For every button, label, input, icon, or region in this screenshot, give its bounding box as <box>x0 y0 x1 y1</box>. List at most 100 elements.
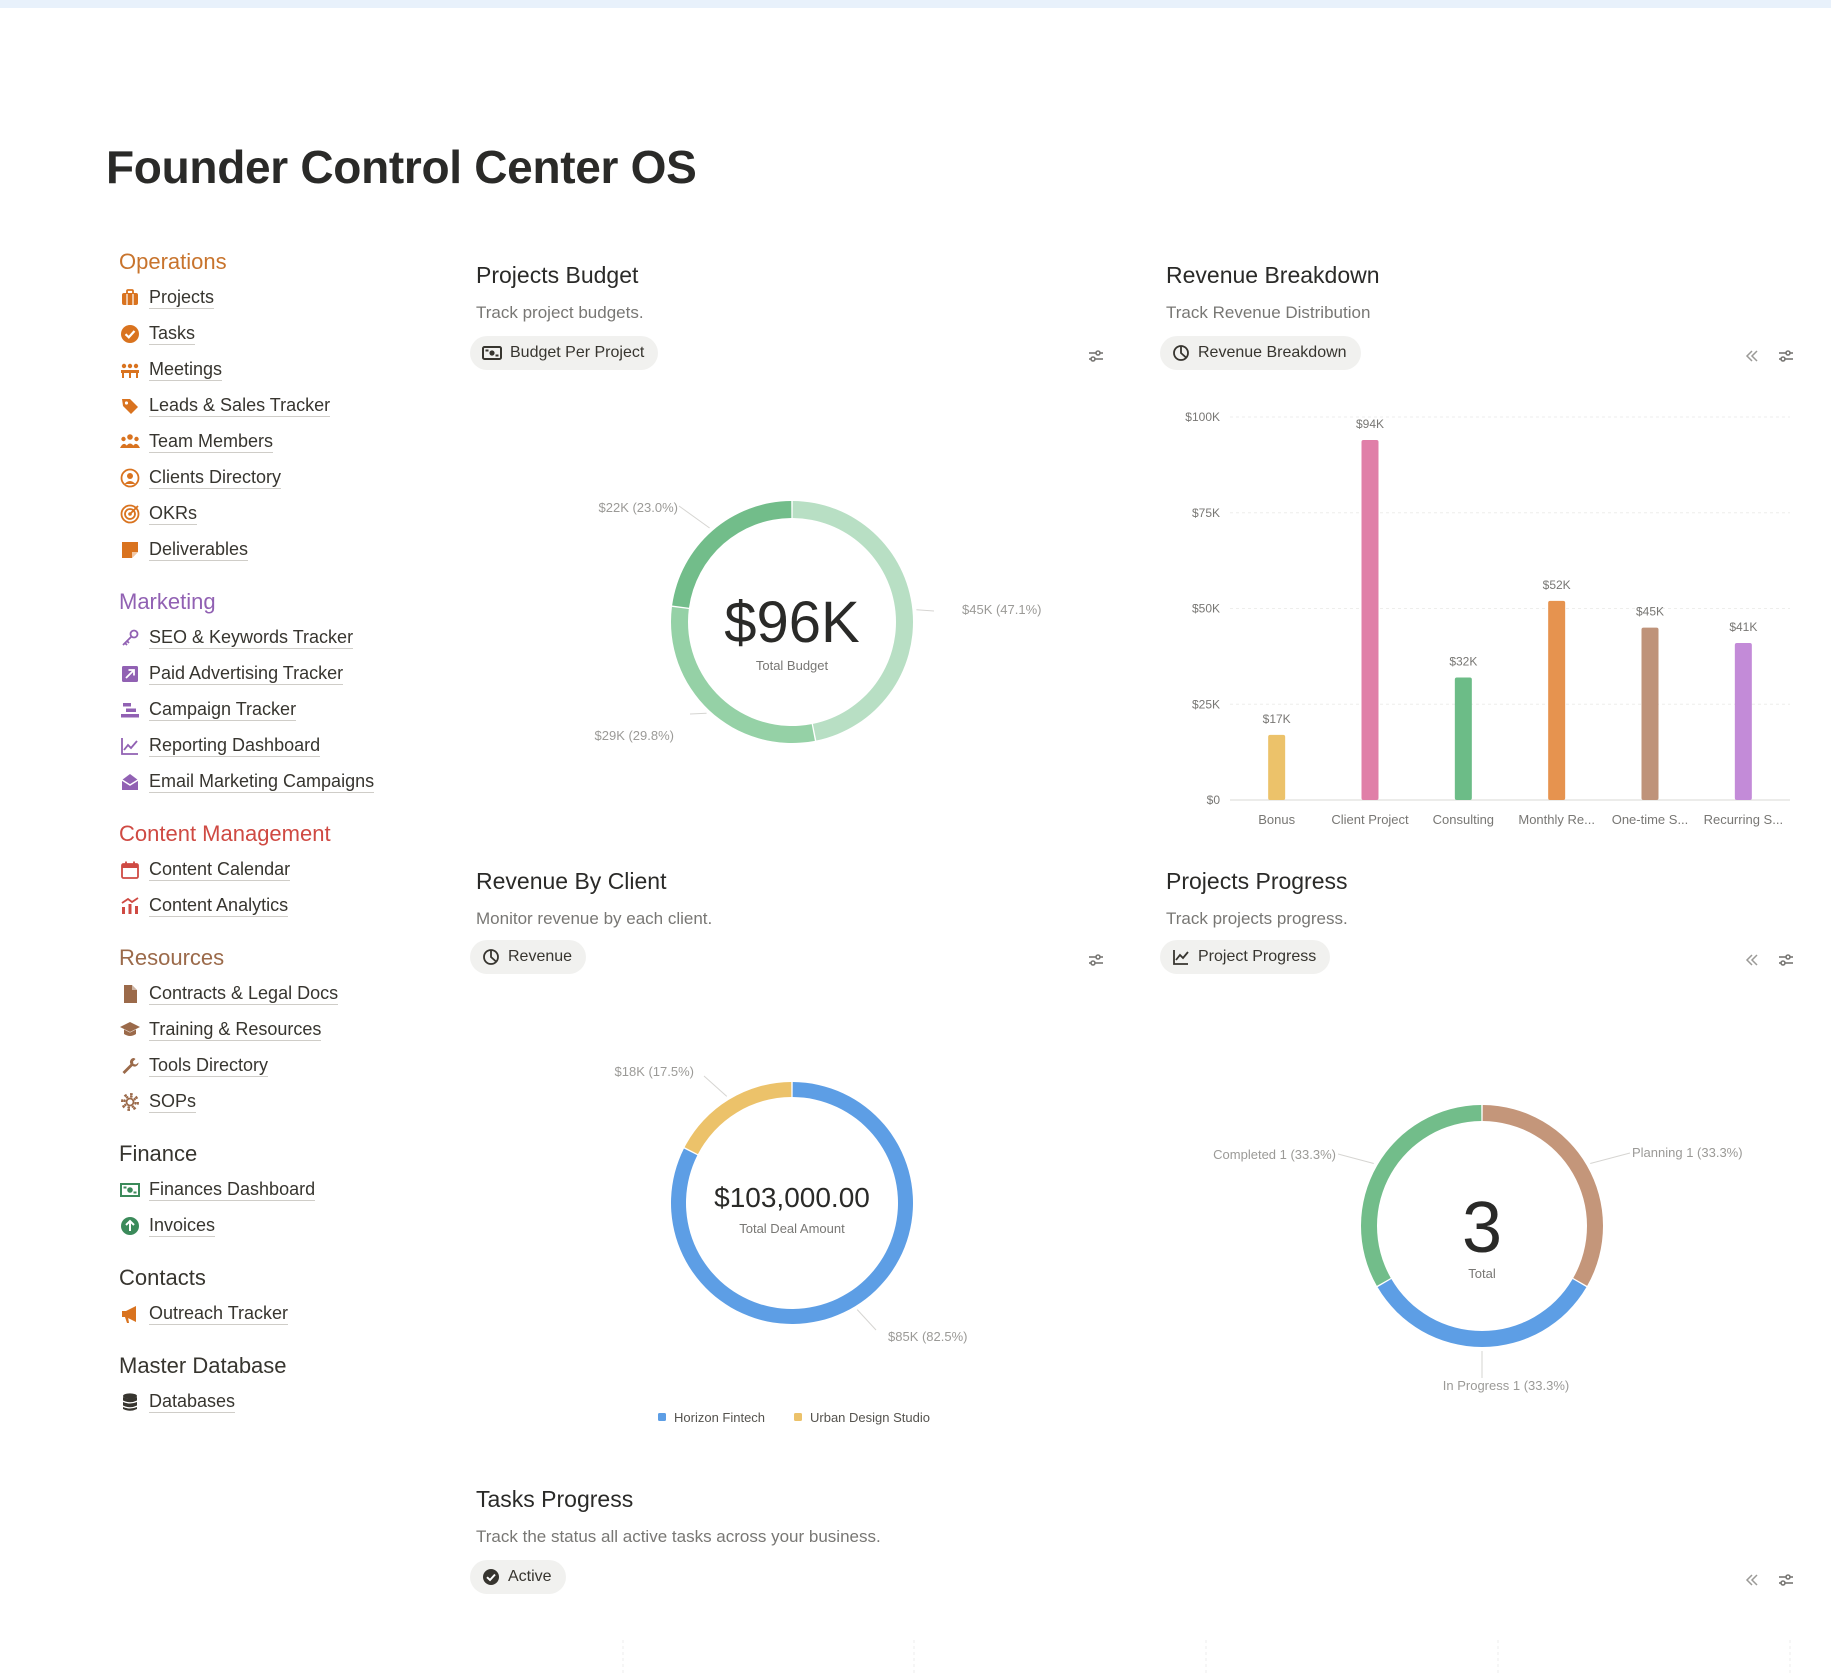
check-circle-icon <box>119 323 141 345</box>
collapse-icon[interactable] <box>1742 1570 1762 1590</box>
projects-budget-donut-chart: $45K (47.1%) $29K (29.8%) $22K (23.0%) $96K… <box>595 500 1042 743</box>
y-tick-label: $100K <box>1185 410 1220 424</box>
sidebar-item-paid-advertising-tracker[interactable]: Paid Advertising Tracker <box>119 656 419 692</box>
panel-description: Track the status all active tasks across… <box>476 1527 881 1546</box>
project-progress-view-chip[interactable]: Project Progress <box>1160 940 1331 974</box>
legend-label[interactable]: Horizon Fintech <box>674 1410 765 1425</box>
sidebar-item-contracts-and-legal-docs[interactable]: Contracts & Legal Docs <box>119 976 419 1012</box>
sidebar-item-label: Paid Advertising Tracker <box>149 663 344 685</box>
panel-title: Tasks Progress <box>476 1486 634 1512</box>
sidebar-item-outreach-tracker[interactable]: Outreach Tracker <box>119 1296 419 1332</box>
donut-slice[interactable] <box>1377 1279 1587 1347</box>
sidebar-item-databases[interactable]: Databases <box>119 1384 419 1420</box>
sidebar-section-heading: Finance <box>119 1141 198 1166</box>
panel-title: Projects Budget <box>476 262 639 288</box>
y-tick-label: $25K <box>1192 697 1220 711</box>
donut-center-label: Total <box>1468 1266 1496 1281</box>
sidebar-item-label: Content Calendar <box>149 859 291 881</box>
legend-swatch <box>658 1413 666 1421</box>
filter-settings-icon[interactable] <box>1776 950 1796 970</box>
slice-label: Planning 1 (33.3%) <box>1632 1145 1743 1160</box>
collapse-icon[interactable] <box>1742 346 1762 366</box>
sidebar-section-heading: Content Management <box>119 821 331 846</box>
filter-settings-icon[interactable] <box>1086 950 1106 970</box>
sidebar-section-list: SEO & Keywords Tracker Paid Advertising T… <box>119 620 419 800</box>
donut-slice[interactable] <box>671 606 815 743</box>
legend-label[interactable]: Urban Design Studio <box>810 1410 930 1425</box>
sidebar-item-finances-dashboard[interactable]: Finances Dashboard <box>119 1172 419 1208</box>
sidebar-item-label: Deliverables <box>149 539 249 561</box>
sidebar-item-deliverables[interactable]: Deliverables <box>119 532 419 568</box>
sidebar-item-label: Reporting Dashboard <box>149 735 321 757</box>
timeline-icon <box>119 699 141 721</box>
bar[interactable] <box>1641 627 1659 800</box>
x-tick-label: Bonus <box>1258 812 1295 827</box>
bar[interactable] <box>1734 642 1752 800</box>
sidebar-item-sops[interactable]: SOPs <box>119 1084 419 1120</box>
sidebar-item-reporting-dashboard[interactable]: Reporting Dashboard <box>119 728 419 764</box>
sidebar-item-label: Tools Directory <box>149 1055 269 1077</box>
sidebar-item-email-marketing-campaigns[interactable]: Email Marketing Campaigns <box>119 764 419 800</box>
bar[interactable] <box>1361 439 1379 800</box>
filter-settings-icon[interactable] <box>1776 1570 1796 1590</box>
sidebar-item-seo-and-keywords-tracker[interactable]: SEO & Keywords Tracker <box>119 620 419 656</box>
bar-value-label: $17K <box>1263 712 1291 726</box>
projects-progress-donut-chart: Planning 1 (33.3%) In Progress 1 (33.3%) C… <box>1213 1105 1743 1393</box>
revenue-breakdown-panel: Revenue Breakdown Track Revenue Distribu… <box>1160 262 1806 842</box>
filter-settings-icon[interactable] <box>1086 346 1106 366</box>
sidebar-item-projects[interactable]: Projects <box>119 280 419 316</box>
sidebar-section-list: Contracts & Legal Docs Training & Resourc… <box>119 976 419 1120</box>
y-tick-label: $50K <box>1192 602 1220 616</box>
sidebar-item-content-calendar[interactable]: Content Calendar <box>119 852 419 888</box>
sidebar-item-label: Invoices <box>149 1215 216 1237</box>
sidebar-item-label: Email Marketing Campaigns <box>149 771 375 793</box>
donut-slice[interactable] <box>792 501 913 741</box>
donut-slice[interactable] <box>672 501 792 608</box>
bar-value-label: $52K <box>1543 578 1571 592</box>
slice-label: In Progress 1 (33.3%) <box>1443 1378 1569 1393</box>
sidebar-section-heading: Contacts <box>119 1265 206 1290</box>
active-view-chip[interactable]: Active <box>470 1560 566 1594</box>
donut-slice[interactable] <box>1482 1105 1603 1286</box>
donut-slice[interactable] <box>684 1082 792 1155</box>
sidebar-item-clients-directory[interactable]: Clients Directory <box>119 460 419 496</box>
sidebar-item-invoices[interactable]: Invoices <box>119 1208 419 1244</box>
revenue-view-chip[interactable]: Revenue <box>470 940 587 974</box>
sidebar-item-tasks[interactable]: Tasks <box>119 316 419 352</box>
bar[interactable] <box>1268 734 1286 800</box>
x-tick-label: Consulting <box>1433 812 1494 827</box>
arrow-up-right-icon <box>119 663 141 685</box>
sidebar-item-meetings[interactable]: Meetings <box>119 352 419 388</box>
sidebar-section-heading: Master Database <box>119 1353 287 1378</box>
collapse-icon[interactable] <box>1742 950 1762 970</box>
filter-settings-icon[interactable] <box>1776 346 1796 366</box>
leader-line <box>856 1309 877 1331</box>
bar[interactable] <box>1454 677 1472 800</box>
pie-chart-icon <box>1173 345 1189 361</box>
sidebar-item-label: Outreach Tracker <box>149 1303 289 1325</box>
slice-label: $45K (47.1%) <box>962 602 1042 617</box>
leader-line <box>678 505 710 529</box>
revenue-by-client-donut-chart: $85K (82.5%) $18K (17.5%) $103,000.00 Total… <box>615 1064 968 1425</box>
slice-label: $22K (23.0%) <box>599 500 679 515</box>
sidebar-item-leads-and-sales-tracker[interactable]: Leads & Sales Tracker <box>119 388 419 424</box>
revenue-by-client-panel: Revenue By Client Monitor revenue by eac… <box>470 868 1116 1448</box>
leader-line <box>703 1075 728 1097</box>
leader-line <box>916 609 935 612</box>
sidebar-item-label: Meetings <box>149 359 223 381</box>
donut-slice[interactable] <box>1361 1105 1482 1286</box>
leader-line <box>1337 1153 1374 1164</box>
sidebar-item-okrs[interactable]: OKRs <box>119 496 419 532</box>
x-tick-label: Recurring S... <box>1704 812 1783 827</box>
panel-description: Track projects progress. <box>1166 909 1348 928</box>
money-icon <box>482 346 502 360</box>
sidebar-item-tools-directory[interactable]: Tools Directory <box>119 1048 419 1084</box>
sidebar-item-campaign-tracker[interactable]: Campaign Tracker <box>119 692 419 728</box>
budget-per-project-view-chip[interactable]: Budget Per Project <box>470 336 659 370</box>
bar[interactable] <box>1548 600 1566 800</box>
sidebar-item-content-analytics[interactable]: Content Analytics <box>119 888 419 924</box>
sidebar-item-label: Campaign Tracker <box>149 699 297 721</box>
sidebar-item-training-and-resources[interactable]: Training & Resources <box>119 1012 419 1048</box>
sidebar-item-team-members[interactable]: Team Members <box>119 424 419 460</box>
revenue-breakdown-view-chip[interactable]: Revenue Breakdown <box>1160 336 1361 370</box>
